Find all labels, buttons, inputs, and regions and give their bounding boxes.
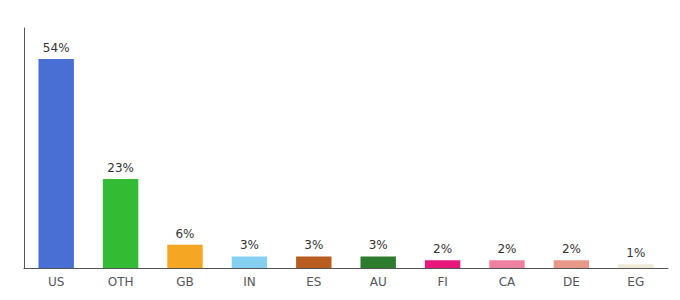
svg-text:AU: AU bbox=[370, 275, 387, 289]
svg-text:EG: EG bbox=[627, 275, 644, 289]
svg-text:US: US bbox=[48, 275, 64, 289]
svg-text:GB: GB bbox=[176, 275, 194, 289]
svg-text:23%: 23% bbox=[107, 161, 134, 175]
svg-text:3%: 3% bbox=[304, 238, 323, 252]
svg-text:DE: DE bbox=[563, 275, 580, 289]
svg-text:2%: 2% bbox=[497, 242, 516, 256]
svg-text:1%: 1% bbox=[626, 246, 645, 260]
svg-text:3%: 3% bbox=[369, 238, 388, 252]
svg-text:OTH: OTH bbox=[108, 275, 134, 289]
svg-text:CA: CA bbox=[499, 275, 516, 289]
svg-text:6%: 6% bbox=[175, 227, 194, 241]
svg-text:2%: 2% bbox=[562, 242, 581, 256]
svg-text:3%: 3% bbox=[240, 238, 259, 252]
svg-text:54%: 54% bbox=[43, 41, 70, 55]
svg-text:IN: IN bbox=[243, 275, 256, 289]
svg-text:2%: 2% bbox=[433, 242, 452, 256]
svg-text:FI: FI bbox=[437, 275, 447, 289]
svg-text:ES: ES bbox=[306, 275, 321, 289]
